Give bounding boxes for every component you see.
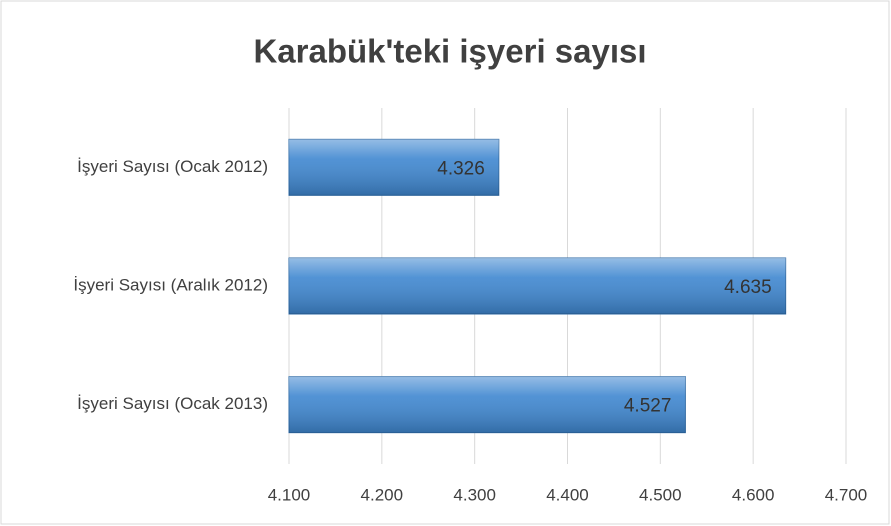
x-tick-label: 4.300 — [453, 485, 496, 504]
y-tick-label: İşyeri Sayısı (Ocak 2012) — [77, 157, 268, 176]
bar-shading — [289, 139, 499, 196]
y-tick-label: İşyeri Sayısı (Aralık 2012) — [73, 275, 268, 294]
data-label: 4.326 — [437, 158, 485, 179]
data-label: 4.527 — [624, 396, 672, 417]
x-tick-label: 4.600 — [732, 485, 775, 504]
y-tick-label: İşyeri Sayısı (Ocak 2013) — [77, 394, 268, 413]
x-tick-label: 4.500 — [639, 485, 682, 504]
data-label: 4.635 — [724, 277, 772, 298]
x-tick-label: 4.400 — [546, 485, 589, 504]
x-tick-label: 4.200 — [361, 485, 404, 504]
x-tick-label: 4.100 — [268, 485, 311, 504]
bar-shading — [289, 376, 686, 433]
x-tick-label: 4.700 — [825, 485, 868, 504]
chart-title: Karabük'teki işyeri sayısı — [253, 33, 646, 70]
bar-shading — [289, 258, 786, 314]
